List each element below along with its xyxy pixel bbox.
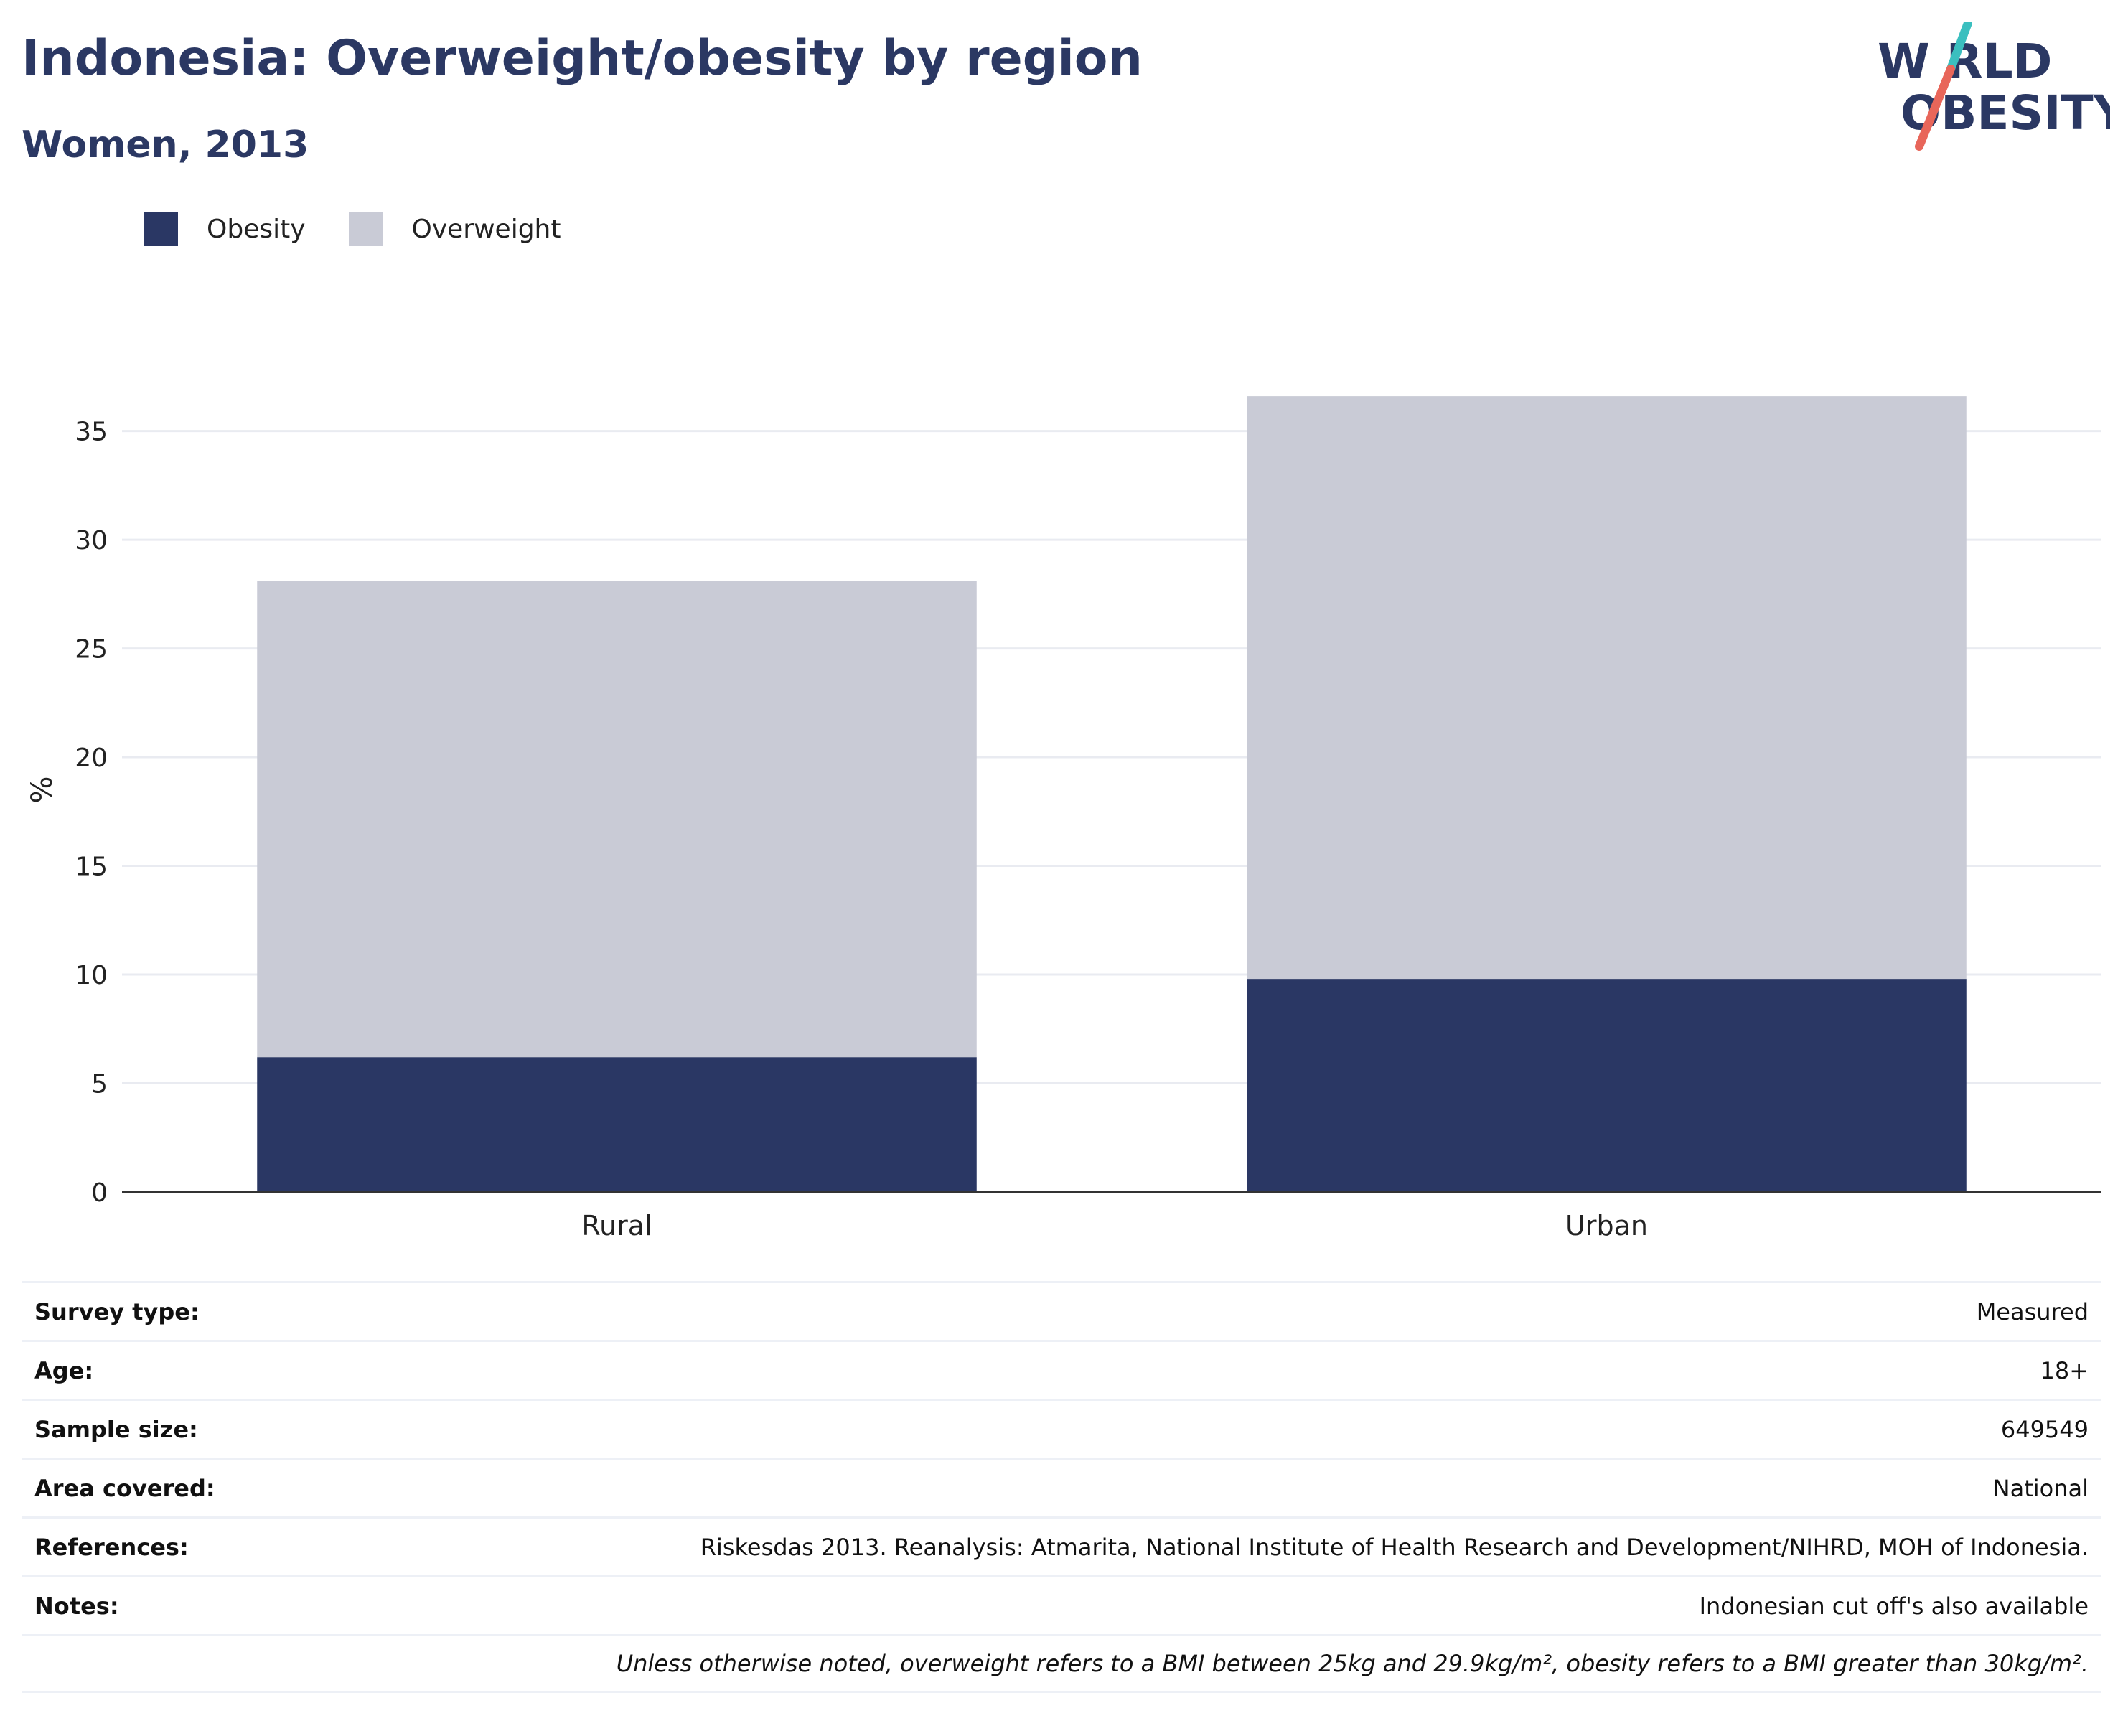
info-row-sample-size: Sample size: 649549 xyxy=(22,1399,2101,1458)
y-tick-label: 20 xyxy=(75,743,108,773)
info-value: 18+ xyxy=(2040,1356,2089,1384)
legend-item-overweight[interactable]: Overweight xyxy=(348,212,561,246)
legend-label-obesity: Obesity xyxy=(207,214,306,244)
y-tick-label: 35 xyxy=(75,418,108,447)
survey-info-table: Survey type: Measured Age: 18+ Sample si… xyxy=(22,1281,2101,1693)
info-value: National xyxy=(1992,1474,2089,1502)
info-row-age: Age: 18+ xyxy=(22,1340,2101,1399)
info-row-footnote: Unless otherwise noted, overweight refer… xyxy=(22,1634,2101,1693)
y-tick-label: 15 xyxy=(75,853,108,882)
info-key: Notes: xyxy=(34,1592,119,1620)
logo-teal-slash xyxy=(1946,22,1972,73)
info-value: Riskesdas 2013. Reanalysis: Atmarita, Na… xyxy=(700,1533,2089,1561)
bar-obesity-urban xyxy=(1247,979,1967,1192)
info-value: Indonesian cut off's also available xyxy=(1699,1592,2089,1620)
y-tick-label: 10 xyxy=(75,961,108,990)
y-tick-label: 5 xyxy=(91,1070,108,1099)
info-row-survey-type: Survey type: Measured xyxy=(22,1281,2101,1340)
info-key: Age: xyxy=(34,1356,94,1384)
chart-legend: Obesity Overweight xyxy=(144,212,604,246)
legend-swatch-overweight xyxy=(348,212,383,246)
info-key: Area covered: xyxy=(34,1474,215,1502)
x-tick-label: Urban xyxy=(1565,1210,1648,1242)
info-key: References: xyxy=(34,1533,189,1561)
bar-overweight-rural xyxy=(257,581,977,1058)
stacked-bar-chart: 0 5 10 15 20 25 30 35 Rural Urban% xyxy=(26,396,2101,1242)
chart-subtitle: Women, 2013 xyxy=(22,123,309,166)
legend-item-obesity[interactable]: Obesity xyxy=(144,212,306,246)
y-tick-label: 30 xyxy=(75,526,108,555)
info-row-notes: Notes: Indonesian cut off's also availab… xyxy=(22,1575,2101,1634)
info-row-area-covered: Area covered: National xyxy=(22,1458,2101,1516)
x-tick-label: Rural xyxy=(581,1210,652,1242)
y-tick-label: 25 xyxy=(75,635,108,665)
info-value: 649549 xyxy=(2000,1415,2089,1443)
info-key: Sample size: xyxy=(34,1415,198,1443)
info-row-references: References: Riskesdas 2013. Reanalysis: … xyxy=(22,1516,2101,1575)
info-value: Measured xyxy=(1976,1298,2089,1326)
world-obesity-logo: W RLD OBESITY xyxy=(1878,22,2110,151)
chart-title: Indonesia: Overweight/obesity by region xyxy=(22,30,1143,87)
bar-overweight-urban xyxy=(1247,396,1967,980)
info-key: Survey type: xyxy=(34,1298,200,1326)
y-tick-label: 0 xyxy=(91,1178,108,1208)
legend-label-overweight: Overweight xyxy=(411,214,561,244)
bmi-footnote: Unless otherwise noted, overweight refer… xyxy=(616,1650,2089,1677)
bar-obesity-rural xyxy=(257,1057,977,1192)
y-axis-label: % xyxy=(26,776,59,803)
logo-coral-slash xyxy=(1915,65,1955,151)
legend-swatch-obesity xyxy=(144,212,178,246)
